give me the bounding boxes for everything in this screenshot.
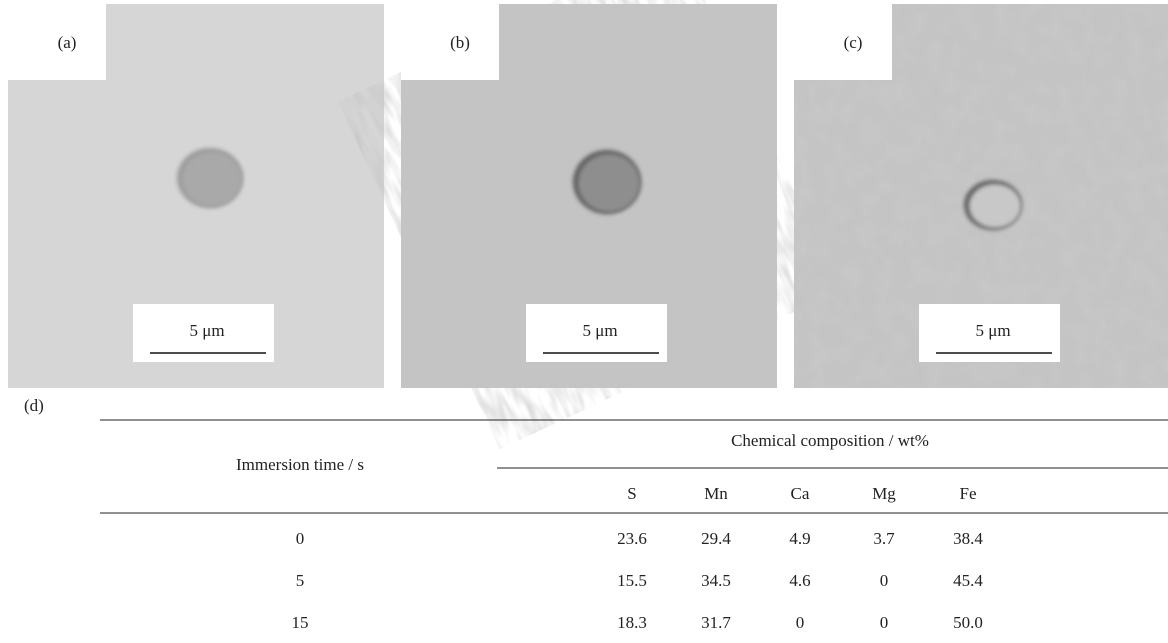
panel-label: (c): [844, 33, 863, 52]
inclusion: [969, 184, 1021, 228]
table-label: (d): [24, 396, 44, 415]
inclusion: [182, 152, 242, 206]
table-cell: 31.7: [701, 613, 731, 632]
row-header: Immersion time / s: [236, 455, 364, 474]
micrograph: (c) 5 μm: [794, 4, 1168, 388]
table-cell: 15: [292, 613, 309, 632]
table-cell: 3.7: [873, 529, 895, 548]
table-cell: 15.5: [617, 571, 647, 590]
panel-label: (b): [450, 33, 470, 52]
micrograph: (b) 5 μm: [337, 0, 840, 449]
panel-label: (a): [58, 33, 77, 52]
scale-text: 5 μm: [975, 321, 1010, 340]
column-header: Mn: [704, 484, 728, 503]
column-header: Fe: [960, 484, 977, 503]
scale-text: 5 μm: [582, 321, 617, 340]
table-cell: 0: [880, 571, 889, 590]
column-header: Ca: [791, 484, 810, 503]
micrograph: (a) 5 μm: [8, 4, 384, 388]
table-cell: 38.4: [953, 529, 983, 548]
scale-text: 5 μm: [189, 321, 224, 340]
group-header: Chemical composition / wt%: [731, 431, 929, 450]
micrograph-panels: (a) 5 μm (b) 5 μm (c) 5 μm: [8, 0, 1168, 449]
table-cell: 50.0: [953, 613, 983, 632]
table-cell: 0: [296, 529, 305, 548]
column-header: S: [627, 484, 636, 503]
table-cell: 4.6: [789, 571, 810, 590]
column-header: Mg: [872, 484, 896, 503]
composition-table: (d) Immersion time / s Chemical compositio…: [24, 396, 1168, 632]
table-cell: 4.9: [789, 529, 810, 548]
table-cell: 23.6: [617, 529, 647, 548]
table-cell: 34.5: [701, 571, 731, 590]
table-cell: 0: [796, 613, 805, 632]
inclusion: [578, 154, 640, 212]
table-cell: 0: [880, 613, 889, 632]
table-cell: 5: [296, 571, 305, 590]
table-cell: 29.4: [701, 529, 731, 548]
figure: (a) 5 μm (b) 5 μm (c) 5 μm (d) Immersion time …: [0, 0, 1168, 638]
table-cell: 45.4: [953, 571, 983, 590]
table-cell: 18.3: [617, 613, 647, 632]
